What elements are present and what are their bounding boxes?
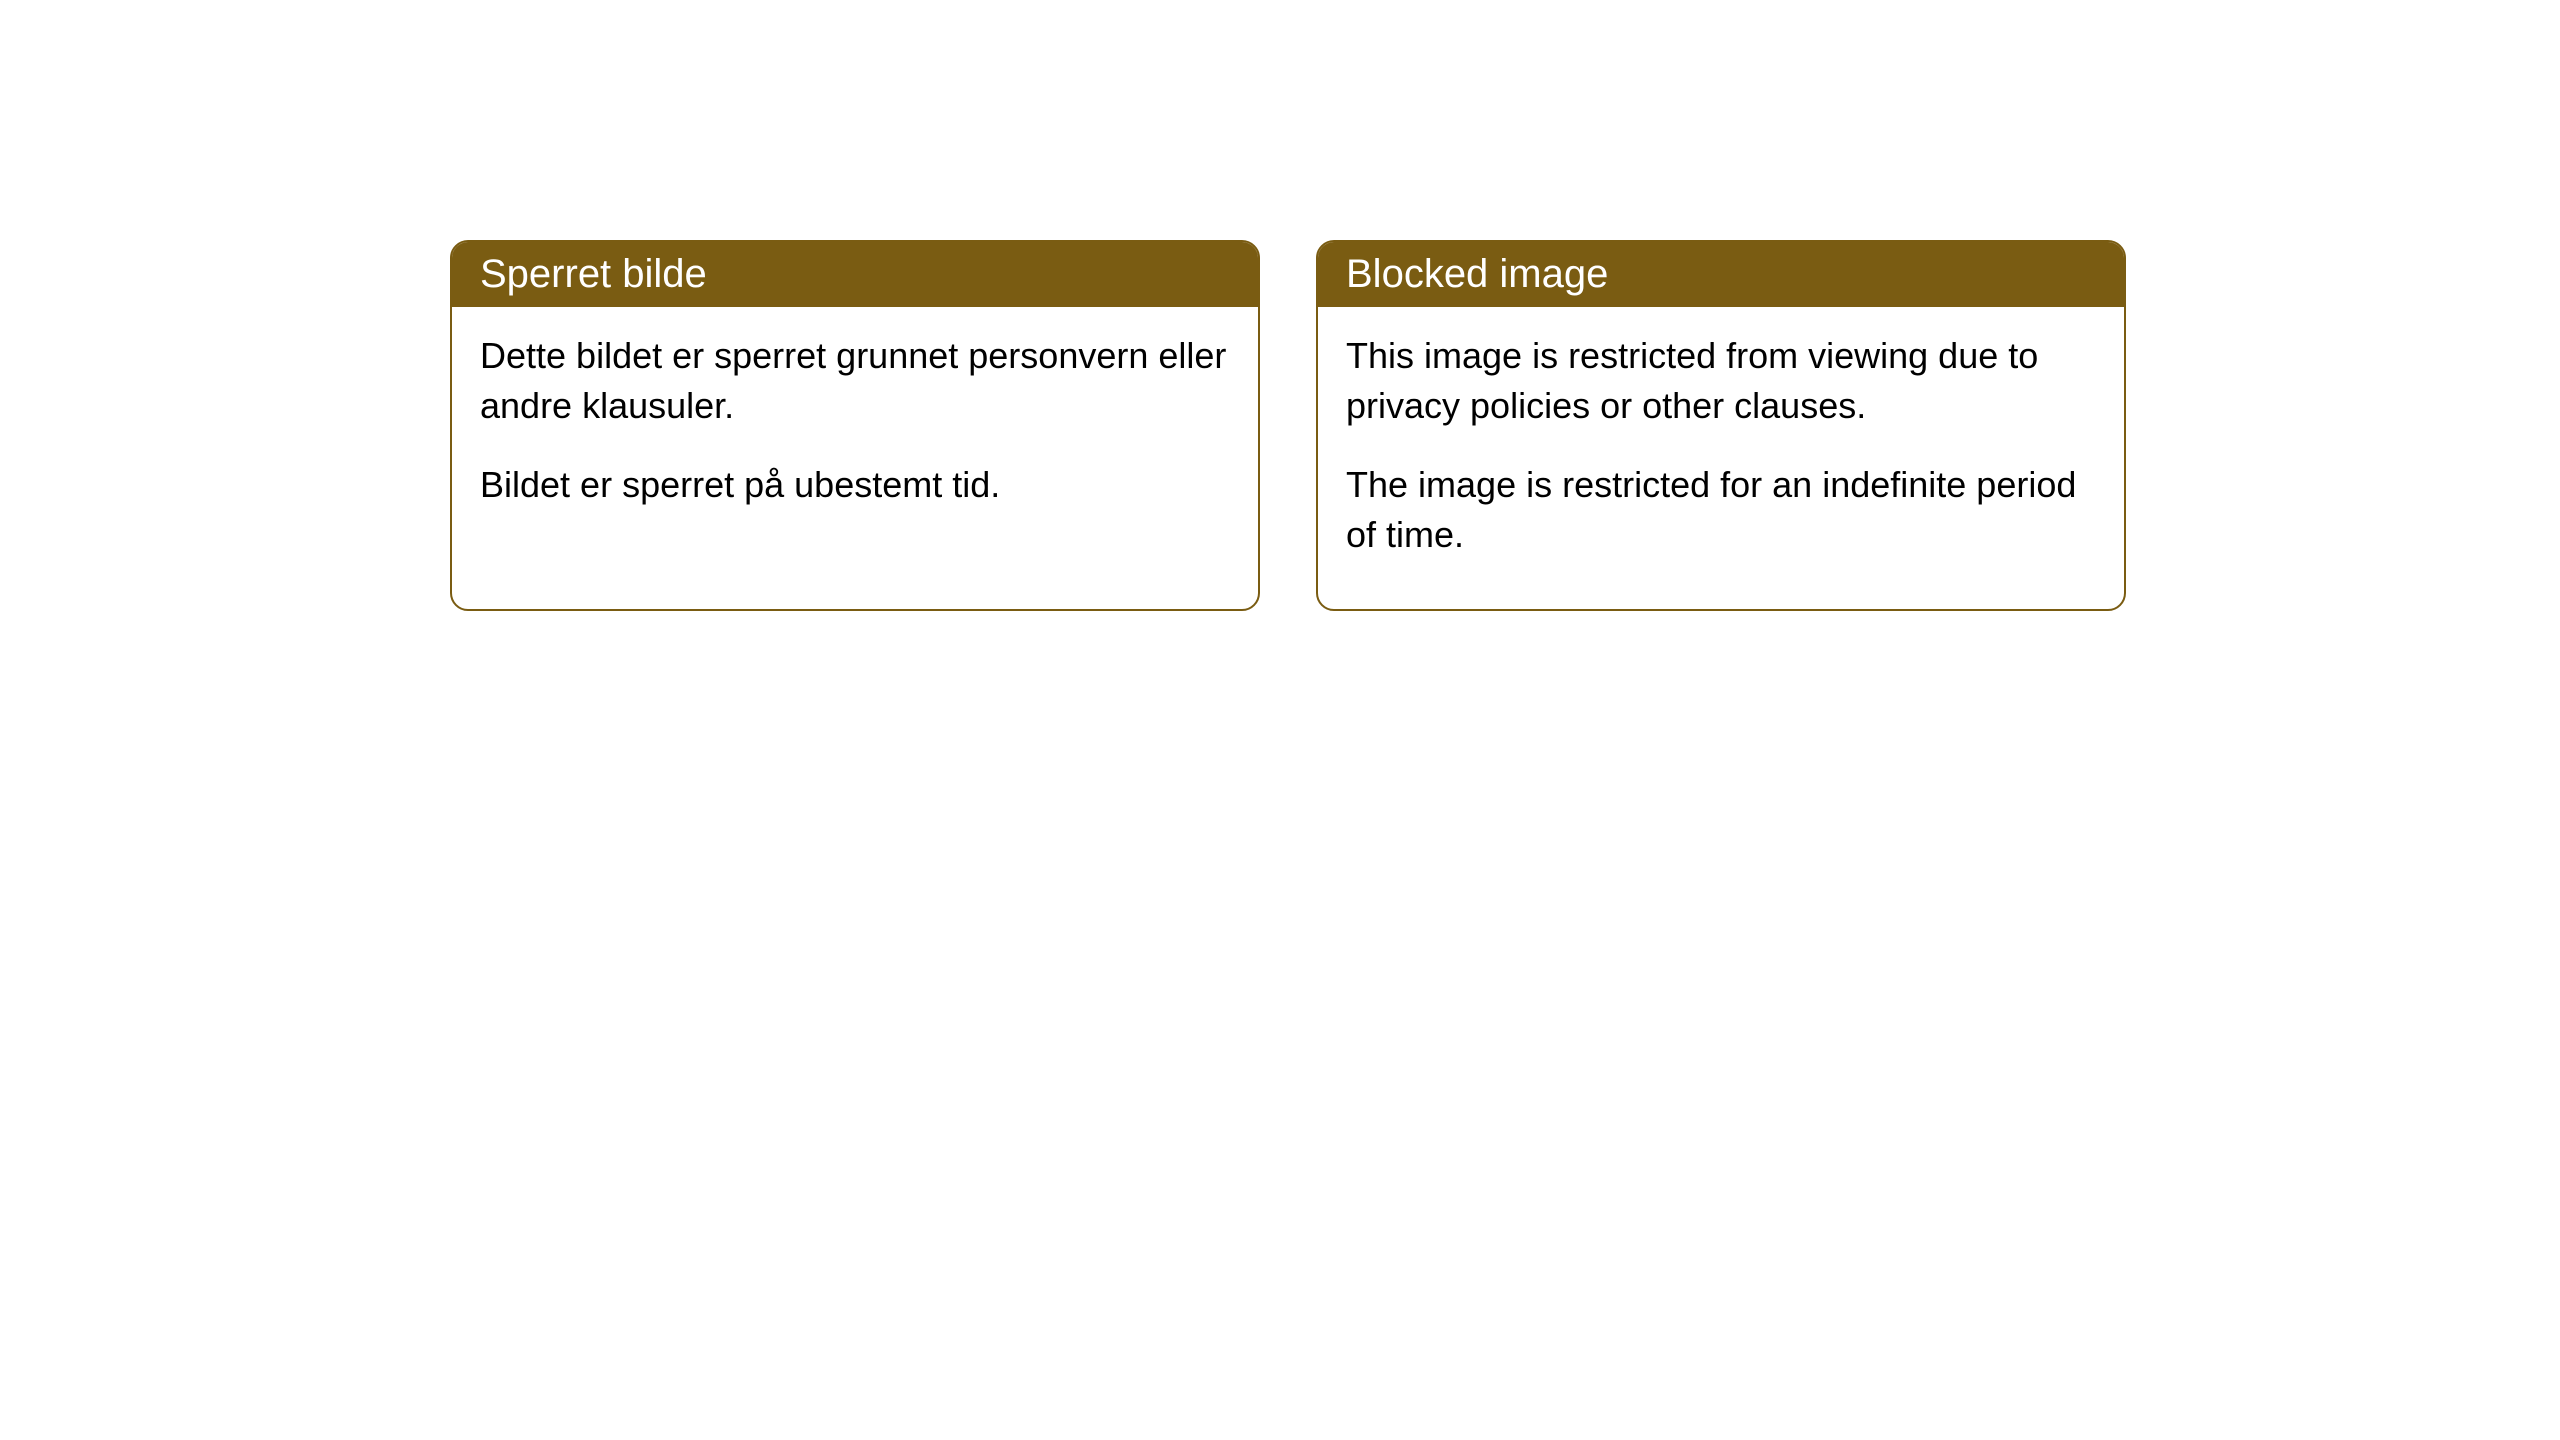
notice-text-english-1: This image is restricted from viewing du… xyxy=(1346,331,2096,432)
notice-text-norwegian-1: Dette bildet er sperret grunnet personve… xyxy=(480,331,1230,432)
notice-card-body-norwegian: Dette bildet er sperret grunnet personve… xyxy=(452,307,1258,558)
notice-text-norwegian-2: Bildet er sperret på ubestemt tid. xyxy=(480,460,1230,510)
notice-card-header-norwegian: Sperret bilde xyxy=(452,242,1258,307)
notice-card-norwegian: Sperret bilde Dette bildet er sperret gr… xyxy=(450,240,1260,611)
notice-card-english: Blocked image This image is restricted f… xyxy=(1316,240,2126,611)
notice-text-english-2: The image is restricted for an indefinit… xyxy=(1346,460,2096,561)
notice-cards-container: Sperret bilde Dette bildet er sperret gr… xyxy=(450,240,2126,611)
notice-card-header-english: Blocked image xyxy=(1318,242,2124,307)
notice-card-body-english: This image is restricted from viewing du… xyxy=(1318,307,2124,609)
